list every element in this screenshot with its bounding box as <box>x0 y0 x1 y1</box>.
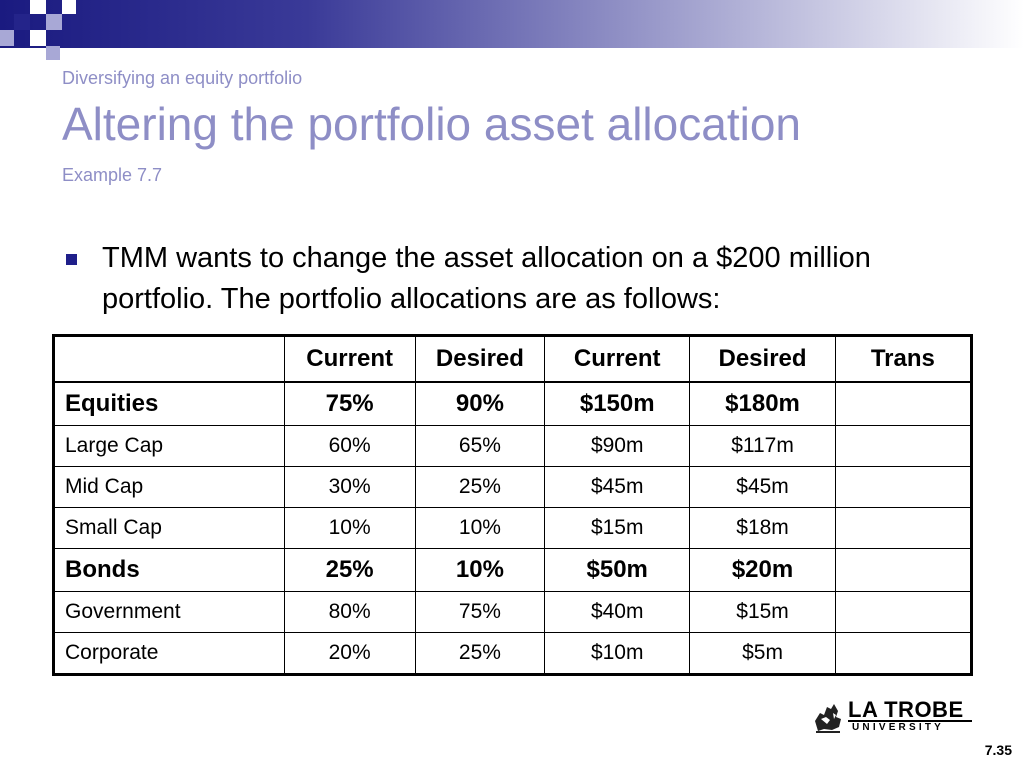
allocation-table: Current Desired Current Desired Trans Eq… <box>52 334 973 676</box>
column-header: Desired <box>414 335 546 383</box>
row-label: Equities <box>53 381 285 426</box>
slide-subtitle: Diversifying an equity portfolio <box>62 68 303 88</box>
column-header: Current <box>283 335 416 383</box>
table-cell: $15m <box>544 507 691 549</box>
table-cell: 25% <box>414 632 546 675</box>
header-gradient-bar <box>0 0 1024 48</box>
la-trobe-logo: LA TROBE UNIVERSITY <box>812 695 974 737</box>
row-label: Government <box>53 591 285 633</box>
logo-subtext: UNIVERSITY <box>852 722 945 733</box>
table-cell <box>834 381 973 426</box>
table-row: Large Cap 60% 65% $90m $117m <box>53 425 973 467</box>
slide-title: Altering the portfolio asset allocation <box>62 98 801 150</box>
row-label: Mid Cap <box>53 466 285 508</box>
table-cell <box>834 591 973 633</box>
row-label: Corporate <box>53 632 285 675</box>
header-square-light <box>46 14 62 30</box>
table-cell: $180m <box>689 381 836 426</box>
table-cell <box>834 466 973 508</box>
header-square-dark <box>14 14 30 30</box>
header-square-white <box>30 30 46 46</box>
table-cell: 65% <box>414 425 546 467</box>
table-cell: 25% <box>414 466 546 508</box>
page-number: 7.35 <box>984 742 1012 758</box>
table-cell: $15m <box>689 591 836 633</box>
column-header <box>53 335 285 383</box>
table-row: Bonds 25% 10% $50m $20m <box>53 548 973 592</box>
table-cell: $10m <box>544 632 691 675</box>
table-cell: 75% <box>283 381 416 426</box>
table-cell: 10% <box>414 548 546 592</box>
table-row: Corporate 20% 25% $10m $5m <box>53 632 973 675</box>
table-cell: $45m <box>689 466 836 508</box>
table-cell: 25% <box>283 548 416 592</box>
row-label: Small Cap <box>53 507 285 549</box>
table-cell: $117m <box>689 425 836 467</box>
bullet-text: TMM wants to change the asset allocation… <box>102 242 871 315</box>
logo-divider <box>848 720 972 722</box>
column-header: Desired <box>689 335 836 383</box>
table-row: Equities 75% 90% $150m $180m <box>53 381 973 426</box>
table-cell <box>834 548 973 592</box>
table-row: Mid Cap 30% 25% $45m $45m <box>53 466 973 508</box>
header-square-white <box>62 0 76 14</box>
table-cell: 10% <box>283 507 416 549</box>
table-cell <box>834 507 973 549</box>
table-cell: $40m <box>544 591 691 633</box>
slide-example-label: Example 7.7 <box>62 165 163 185</box>
column-header: Trans <box>834 335 973 383</box>
table-cell: $90m <box>544 425 691 467</box>
table-cell: 80% <box>283 591 416 633</box>
table-cell: $50m <box>544 548 691 592</box>
table-cell: $18m <box>689 507 836 549</box>
table-cell: $45m <box>544 466 691 508</box>
table-cell: $150m <box>544 381 691 426</box>
header-square-white <box>30 0 46 14</box>
table-cell: 75% <box>414 591 546 633</box>
header-square-light <box>46 46 60 60</box>
table-cell <box>834 632 973 675</box>
table-header-row: Current Desired Current Desired Trans <box>53 335 973 383</box>
table-cell: 10% <box>414 507 546 549</box>
table-cell: 20% <box>283 632 416 675</box>
table-row: Government 80% 75% $40m $15m <box>53 591 973 633</box>
table-cell: 60% <box>283 425 416 467</box>
column-header: Current <box>544 335 691 383</box>
row-label: Large Cap <box>53 425 285 467</box>
table-cell: $5m <box>689 632 836 675</box>
table-cell: $20m <box>689 548 836 592</box>
row-label: Bonds <box>53 548 285 592</box>
la-trobe-emblem-icon <box>815 704 841 733</box>
header-square-light <box>0 30 14 46</box>
logo-name: LA TROBE <box>848 697 964 722</box>
table-cell: 90% <box>414 381 546 426</box>
table-row: Small Cap 10% 10% $15m $18m <box>53 507 973 549</box>
table-cell: 30% <box>283 466 416 508</box>
table-cell <box>834 425 973 467</box>
bullet-square-icon <box>66 254 77 265</box>
